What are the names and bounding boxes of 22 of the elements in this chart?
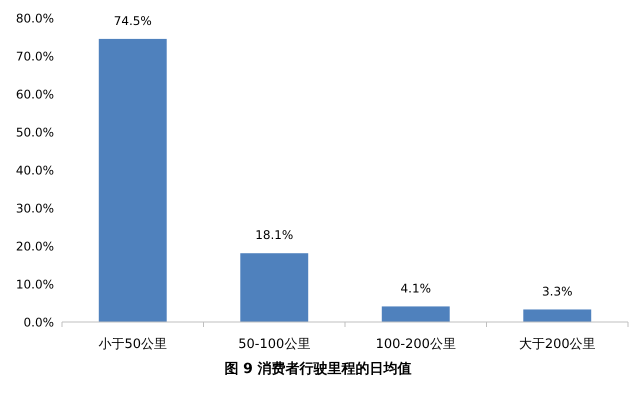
bar (523, 309, 592, 322)
y-tick-label: 50.0% (16, 126, 54, 140)
data-label: 74.5% (114, 14, 152, 28)
text: 图 9 消费者行驶里程的日均值 (224, 361, 412, 377)
y-tick-label: 0.0% (24, 316, 54, 330)
y-tick-label: 80.0% (16, 12, 54, 26)
x-tick-label: 100-200公里 (376, 337, 456, 352)
data-label: 3.3% (542, 284, 572, 298)
y-tick-label: 60.0% (16, 88, 54, 102)
y-tick-label: 40.0% (16, 164, 54, 178)
bar (98, 38, 167, 322)
x-tick-label: 小于50公里 (98, 337, 168, 352)
y-tick-label: 70.0% (16, 50, 54, 64)
data-label: 4.1% (400, 281, 431, 296)
y-tick-label: 30.0% (16, 202, 54, 216)
data-label: 18.1% (255, 228, 294, 242)
bar (382, 306, 450, 322)
bar (240, 253, 308, 322)
x-tick-label: 50-100公里 (238, 337, 310, 352)
x-tick-label: 大于200公里 (518, 337, 596, 352)
y-tick-label: 10.0% (16, 278, 54, 292)
y-tick-label: 20.0% (16, 240, 54, 254)
